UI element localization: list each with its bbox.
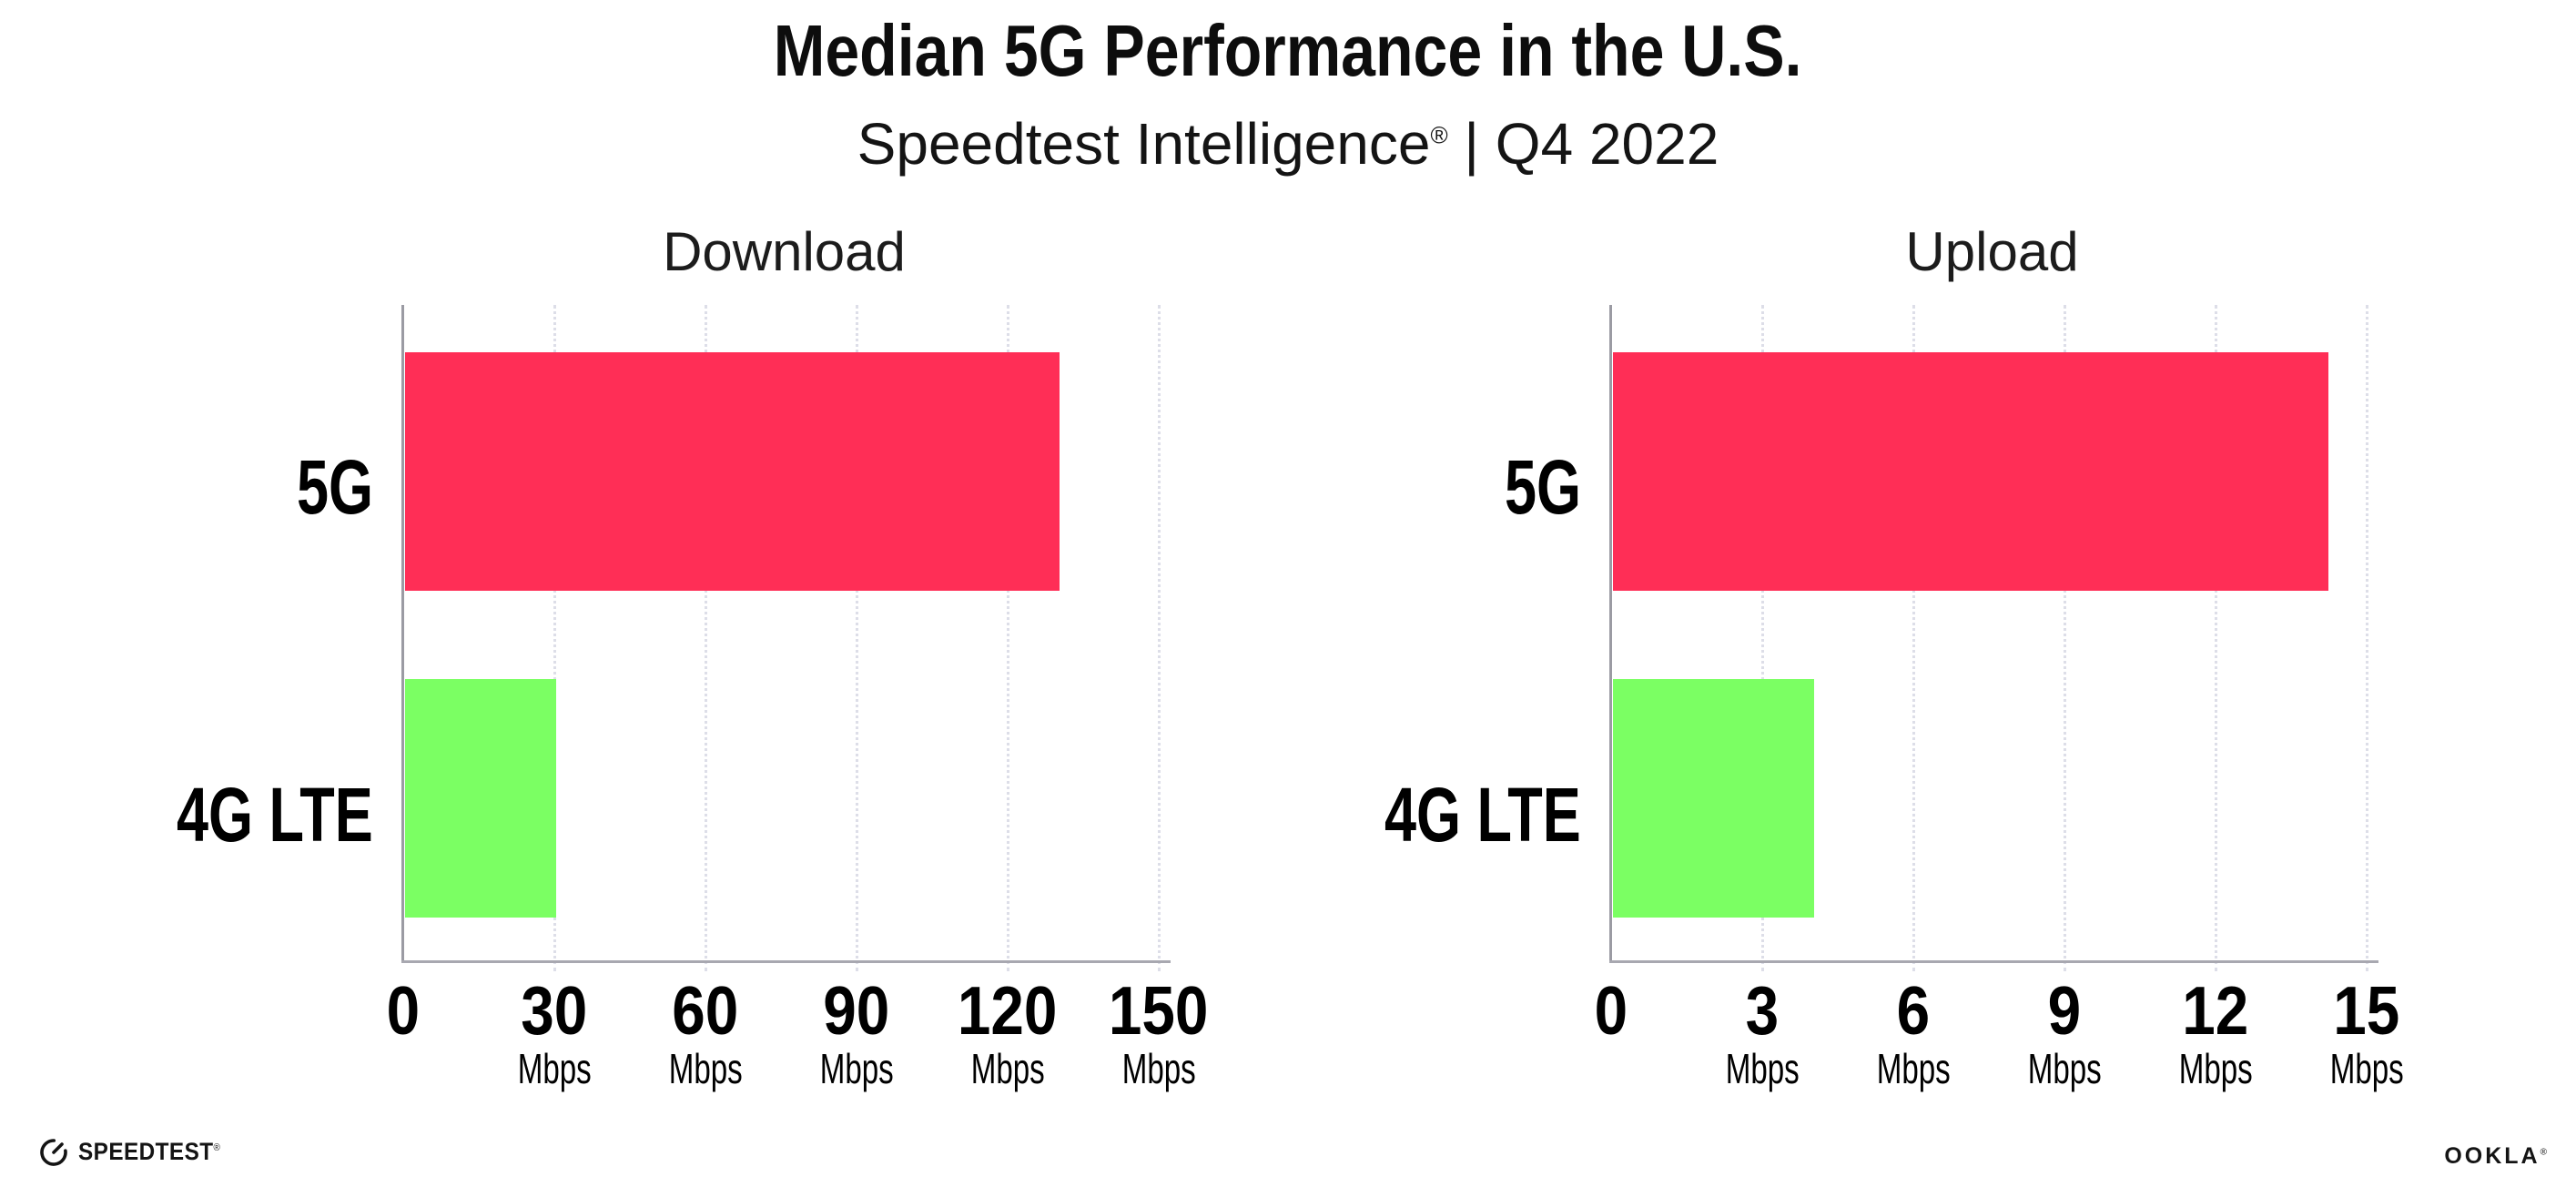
tick-label-90: 90 <box>823 972 890 1049</box>
tick-unit-label-3: Mbps <box>1725 1045 1800 1092</box>
tick-unit-label-6: Mbps <box>1876 1045 1951 1092</box>
tick-label-120: 120 <box>958 972 1058 1049</box>
tick-label-30: 30 <box>521 972 588 1049</box>
gridline-150 <box>1158 305 1161 971</box>
gridline-15 <box>2366 305 2368 971</box>
row-label-5g: 5G <box>296 443 373 530</box>
tick-label-0: 0 <box>1594 972 1628 1049</box>
tick-unit-label-60: Mbps <box>668 1045 743 1092</box>
row-label-5g: 5G <box>1504 443 1581 530</box>
gridline-9 <box>2064 305 2066 971</box>
row-label-4g-lte: 4G LTE <box>177 771 373 857</box>
speedtest-registered-mark: ® <box>213 1141 221 1153</box>
ookla-logo: OOKLA® <box>2444 1143 2547 1170</box>
bar-5g-download <box>405 352 1060 591</box>
tick-label-9: 9 <box>2047 972 2082 1049</box>
chart-upload: Upload 5G 4G LTE 0 3 Mbps 6 Mbps 9 Mbps 12 Mbps 15 Mb… <box>1384 225 2403 1090</box>
gridline-3 <box>1761 305 1764 971</box>
speedtest-wordmark: SPEEDTEST® <box>78 1137 221 1165</box>
chart-download: Download 5G 4G LTE 0 30 Mbps 60 Mbps 90 Mbps 120 Mb… <box>177 225 1209 1090</box>
ookla-registered-mark: ® <box>2540 1147 2547 1158</box>
tick-label-60: 60 <box>672 972 739 1049</box>
tick-label-12: 12 <box>2182 972 2249 1049</box>
x-axis-line <box>1609 960 2378 963</box>
y-axis-line <box>401 305 404 962</box>
row-label-4g-lte: 4G LTE <box>1384 771 1581 857</box>
tick-unit-label-150: Mbps <box>1121 1045 1196 1092</box>
gridline-120 <box>1007 305 1009 971</box>
ookla-wordmark: OOKLA <box>2444 1143 2541 1169</box>
x-axis-line <box>401 960 1171 963</box>
gridline-6 <box>1912 305 1915 971</box>
chart-title-upload: Upload <box>1905 221 2079 282</box>
chart-title-download: Download <box>663 221 906 282</box>
tick-label-3: 3 <box>1745 972 1780 1049</box>
speedtest-logo: SPEEDTEST® <box>38 1136 237 1167</box>
tick-unit-label-9: Mbps <box>2027 1045 2102 1092</box>
tick-label-6: 6 <box>1896 972 1931 1049</box>
gridline-12 <box>2215 305 2217 971</box>
tick-unit-label-30: Mbps <box>517 1045 592 1092</box>
tick-label-150: 150 <box>1109 972 1209 1049</box>
page-title-text: Median 5G Performance in the U.S. <box>774 10 1802 91</box>
gridline-60 <box>705 305 707 971</box>
gridline-90 <box>856 305 858 971</box>
page-subtitle: Speedtest Intelligence® | Q4 2022 <box>0 115 2576 173</box>
subtitle-brand: Speedtest Intelligence <box>857 111 1431 177</box>
registered-mark: ® <box>1430 121 1448 149</box>
y-axis-line <box>1609 305 1612 962</box>
bar-4g-lte-download <box>405 679 556 918</box>
gridline-30 <box>553 305 556 971</box>
bar-5g-upload <box>1613 352 2328 591</box>
tick-unit-label-120: Mbps <box>970 1045 1045 1092</box>
tick-unit-label-12: Mbps <box>2178 1045 2253 1092</box>
bar-4g-lte-upload <box>1613 679 1815 918</box>
speedtest-gauge-icon <box>40 1139 67 1166</box>
tick-label-0: 0 <box>386 972 421 1049</box>
tick-unit-label-15: Mbps <box>2329 1045 2404 1092</box>
page-title: Median 5G Performance in the U.S. <box>0 15 2576 87</box>
tick-unit-label-90: Mbps <box>819 1045 894 1092</box>
tick-label-15: 15 <box>2333 972 2400 1049</box>
subtitle-period: | Q4 2022 <box>1447 111 1719 177</box>
